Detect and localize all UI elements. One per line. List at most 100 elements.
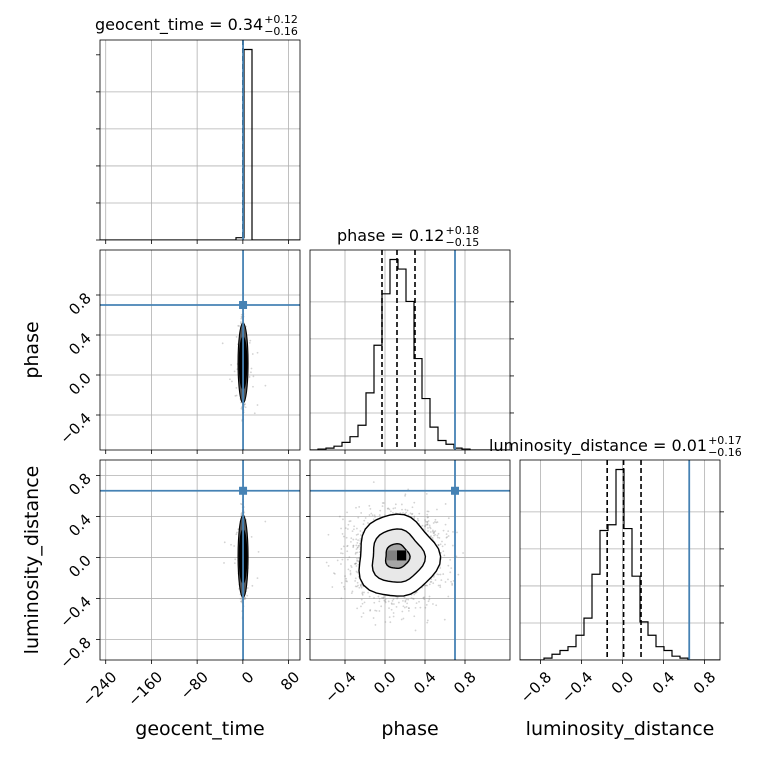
sample-point — [378, 514, 381, 516]
sample-point — [425, 604, 428, 606]
sample-point — [350, 537, 353, 540]
sample-point — [233, 545, 236, 547]
sample-point — [331, 586, 334, 588]
sample-point — [437, 532, 440, 535]
sample-point — [443, 618, 446, 621]
sample-point — [340, 548, 343, 550]
sample-point — [402, 605, 405, 608]
sample-point — [392, 615, 395, 618]
sample-point — [387, 600, 390, 603]
y-tick-label-phase: 0.8 — [65, 289, 95, 319]
sample-point — [455, 555, 458, 558]
title-luminosity_distance: luminosity_distance = 0.01 — [489, 436, 707, 456]
title-phase: phase = 0.12 — [337, 226, 444, 245]
sample-point — [383, 599, 386, 602]
sample-point — [357, 560, 360, 563]
sample-point — [399, 512, 402, 514]
sample-point — [378, 600, 381, 603]
sample-point — [428, 583, 431, 586]
sample-point — [369, 609, 371, 612]
x-tick-label-geocent_time: 0 — [238, 668, 257, 687]
sample-point — [347, 523, 350, 526]
sample-point — [426, 619, 429, 622]
sample-point — [342, 585, 345, 588]
sample-point — [350, 566, 353, 569]
sample-point — [384, 600, 387, 603]
sample-point — [414, 592, 417, 594]
sample-point — [368, 595, 371, 598]
sample-point — [361, 602, 364, 605]
sample-point — [423, 596, 426, 599]
x-tick-label-luminosity_distance: 0.8 — [690, 668, 720, 698]
sample-point — [404, 493, 407, 496]
sample-point — [371, 514, 374, 517]
sample-point — [462, 552, 464, 554]
sample-point — [413, 515, 416, 518]
sample-point — [355, 565, 358, 567]
sample-point — [437, 544, 440, 547]
sample-point — [240, 502, 242, 505]
sample-point — [426, 513, 429, 516]
sample-point — [250, 535, 253, 538]
sample-point — [382, 502, 385, 504]
sample-point — [429, 531, 432, 533]
sample-point — [246, 594, 249, 597]
sample-point — [244, 406, 247, 409]
sample-point — [401, 508, 403, 511]
sample-point — [360, 605, 362, 608]
sample-point — [359, 584, 362, 587]
sample-point — [377, 595, 380, 598]
sample-point — [444, 503, 447, 505]
grid-lines — [100, 250, 300, 450]
sample-point — [375, 609, 378, 612]
sample-point — [355, 538, 358, 541]
sample-point — [433, 532, 435, 534]
sample-point — [446, 536, 449, 538]
sample-point — [240, 512, 243, 515]
sample-point — [342, 518, 344, 521]
sample-point — [434, 579, 437, 581]
sample-point — [229, 378, 231, 381]
sample-point — [355, 562, 357, 565]
sample-point — [356, 551, 359, 554]
sample-point — [418, 600, 420, 603]
sample-point — [240, 401, 242, 404]
sample-point — [449, 558, 452, 561]
sample-point — [415, 602, 418, 604]
sample-point — [427, 600, 430, 603]
sample-point — [327, 565, 330, 567]
sample-point — [358, 586, 361, 589]
sample-point — [424, 520, 427, 523]
sample-point — [352, 546, 355, 549]
sample-point — [430, 580, 433, 583]
sample-point — [367, 591, 370, 594]
title-plus-err: +0.17 — [708, 434, 742, 447]
sample-point — [327, 533, 330, 536]
sample-point — [359, 534, 362, 536]
panel-geocent_time-luminosity_distance — [99, 459, 301, 661]
sample-point — [391, 599, 394, 602]
density-peak — [397, 550, 406, 561]
sample-point — [411, 512, 414, 515]
x-axis-label-geocent_time: geocent_time — [135, 718, 264, 740]
sample-point — [240, 513, 243, 516]
title-minus-err: −0.16 — [264, 25, 298, 38]
sample-point — [356, 527, 358, 530]
sample-point — [378, 610, 381, 612]
sample-point — [250, 371, 252, 374]
title-minus-err: −0.16 — [708, 446, 742, 459]
sample-point — [392, 612, 395, 614]
sample-point — [346, 511, 348, 514]
sample-point — [360, 512, 363, 514]
grid-lines — [100, 460, 300, 660]
sample-point — [447, 517, 450, 520]
sample-point — [250, 367, 253, 370]
sample-point — [443, 554, 446, 557]
sample-point — [336, 559, 339, 562]
sample-point — [353, 525, 356, 528]
sample-point — [333, 572, 335, 575]
sample-point — [360, 615, 363, 618]
sample-point — [424, 525, 426, 528]
sample-point — [360, 586, 363, 589]
